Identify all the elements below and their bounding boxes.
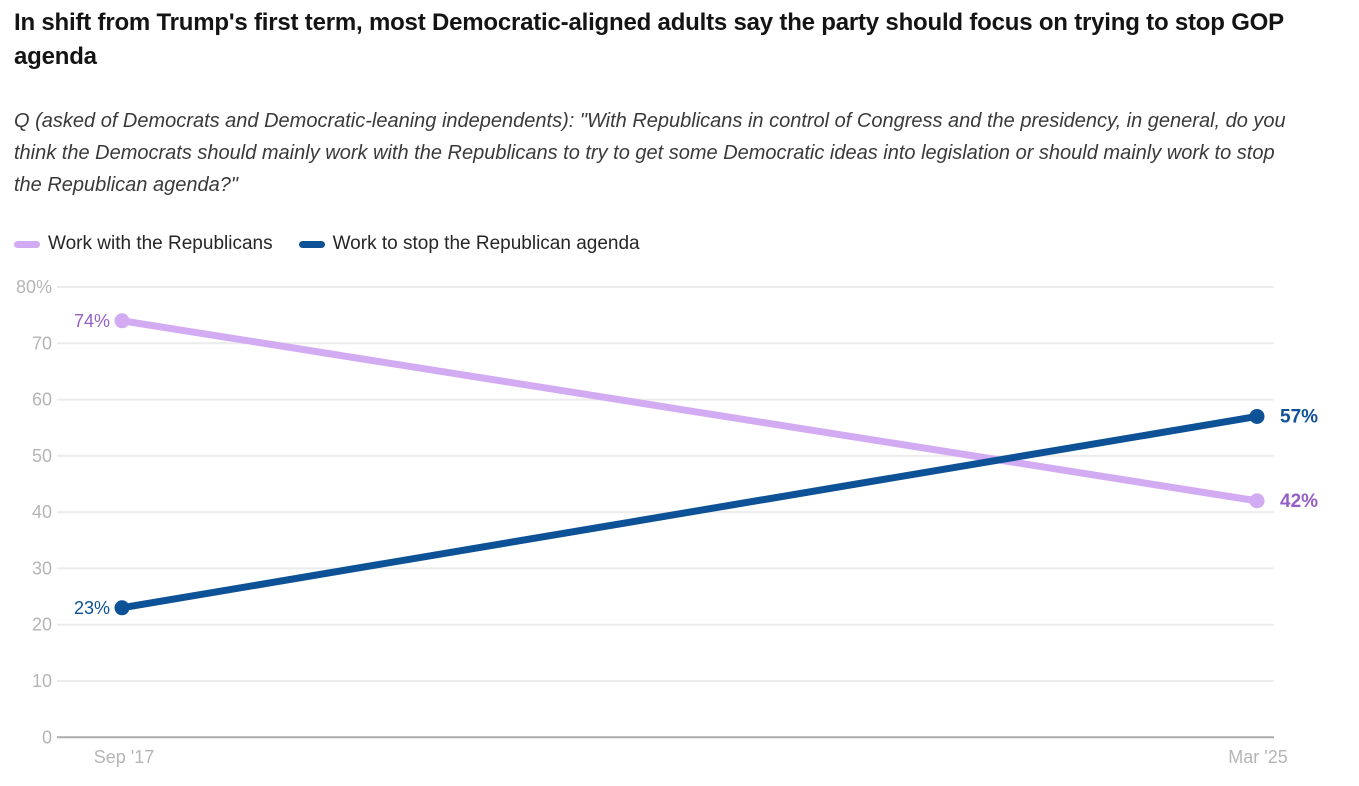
legend-swatch-blue-icon — [298, 240, 325, 248]
chart-subtitle: Q (asked of Democrats and Democratic-lea… — [14, 110, 1286, 196]
line-chart: 0 10 20 30 40 50 60 70 80% Sep '17 Mar '25 74% 42% 23… — [16, 277, 1318, 767]
point-value-label-end-1: 57% — [1280, 406, 1318, 427]
y-tick-label: 80% — [16, 277, 52, 297]
legend-label-stop-republican-agenda: Work to stop the Republican agenda — [332, 233, 640, 254]
x-tick-label-end: Mar '25 — [1228, 747, 1287, 767]
y-tick-label: 20 — [32, 615, 52, 635]
legend-item-work-with-republicans[interactable]: Work with the Republicans — [14, 233, 273, 256]
legend-swatch-purple-icon — [14, 240, 40, 248]
y-tick-label: 10 — [32, 671, 52, 691]
series-line-0 — [118, 317, 1261, 505]
x-tick-label-start: Sep '17 — [94, 747, 155, 767]
point-value-label-end-0: 42% — [1280, 491, 1318, 512]
y-tick-label: 70 — [32, 333, 52, 353]
y-tick-label: 0 — [42, 727, 52, 747]
y-tick-label: 60 — [32, 390, 52, 410]
y-tick-label: 40 — [32, 502, 52, 522]
chart-title: In shift from Trump's first term, most D… — [14, 9, 1284, 70]
point-value-label-start-1: 23% — [74, 598, 110, 618]
y-tick-label: 50 — [32, 446, 52, 466]
chart-legend: Work with the Republicans Work to stop t… — [14, 233, 640, 256]
point-dot-end-1 — [1249, 408, 1265, 424]
y-tick-label: 30 — [32, 558, 52, 578]
series-line-1 — [118, 412, 1261, 612]
legend-label-work-with-republicans: Work with the Republicans — [48, 233, 273, 254]
point-dot-start-0 — [114, 313, 130, 329]
point-dot-end-0 — [1249, 493, 1265, 509]
point-value-label-start-0: 74% — [74, 311, 110, 331]
point-dot-start-1 — [114, 600, 130, 616]
legend-item-stop-republican-agenda[interactable]: Work to stop the Republican agenda — [298, 233, 640, 256]
